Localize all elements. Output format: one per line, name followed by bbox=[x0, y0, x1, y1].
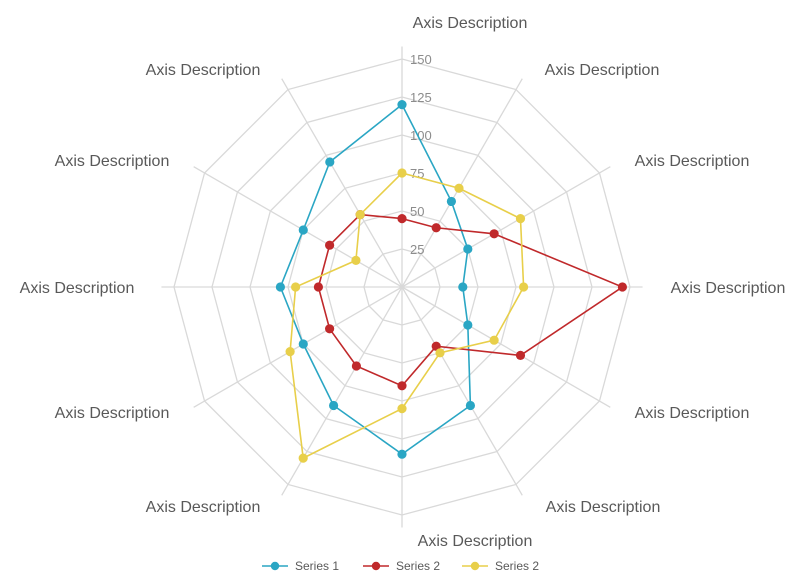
axis-spoke bbox=[401, 286, 523, 496]
data-point bbox=[298, 225, 308, 235]
axis-spoke bbox=[401, 78, 523, 288]
tick-label: 50 bbox=[410, 204, 424, 219]
legend-swatch-marker bbox=[470, 561, 480, 571]
data-point bbox=[458, 282, 468, 292]
legend-item: Series 1 bbox=[262, 559, 339, 573]
data-point bbox=[519, 282, 529, 292]
data-point bbox=[465, 400, 475, 411]
series-3 bbox=[285, 168, 529, 463]
axis-label: Axis Description bbox=[635, 405, 750, 422]
legend-swatch-marker bbox=[371, 561, 381, 571]
data-point bbox=[355, 210, 365, 220]
data-point bbox=[325, 324, 335, 334]
legend-label: Series 1 bbox=[295, 559, 339, 573]
axis-label: Axis Description bbox=[55, 405, 170, 422]
legend-label: Series 2 bbox=[495, 559, 539, 573]
data-point bbox=[397, 449, 407, 459]
data-point bbox=[431, 223, 441, 233]
data-point bbox=[489, 335, 499, 345]
axis-spoke bbox=[401, 166, 611, 288]
data-point bbox=[454, 183, 464, 193]
axis-label: Axis Description bbox=[20, 280, 135, 297]
tick-label: 125 bbox=[410, 90, 432, 105]
data-point bbox=[351, 361, 361, 371]
axis-label: Axis Description bbox=[546, 499, 661, 516]
axis-spoke bbox=[401, 286, 611, 408]
data-point bbox=[435, 348, 445, 358]
axis-label: Axis Description bbox=[413, 15, 528, 32]
data-point bbox=[515, 214, 526, 224]
data-point bbox=[397, 100, 407, 110]
data-point bbox=[298, 453, 308, 463]
data-point bbox=[463, 244, 473, 254]
data-point bbox=[313, 282, 323, 292]
series-1 bbox=[275, 100, 475, 459]
series-line bbox=[317, 213, 625, 387]
axis-label: Axis Description bbox=[146, 499, 261, 516]
axis-labels: Axis Description Axis Description Axis Des… bbox=[20, 15, 786, 550]
data-point bbox=[397, 404, 407, 414]
tick-label: 25 bbox=[410, 242, 424, 257]
series-2 bbox=[313, 210, 628, 391]
data-point bbox=[275, 282, 285, 292]
data-point bbox=[446, 196, 456, 207]
legend: Series 1 Series 2 Series 2 bbox=[262, 559, 539, 573]
legend-swatch-marker bbox=[270, 561, 280, 571]
tick-label: 150 bbox=[410, 52, 432, 67]
data-point bbox=[325, 240, 335, 250]
axis-label: Axis Description bbox=[671, 280, 786, 297]
data-point bbox=[397, 381, 407, 391]
data-point bbox=[489, 229, 499, 239]
legend-label: Series 2 bbox=[396, 559, 440, 573]
data-point bbox=[351, 255, 361, 265]
axis-spoke bbox=[193, 166, 403, 288]
data-point bbox=[397, 214, 407, 224]
data-point bbox=[397, 168, 407, 178]
series-line bbox=[289, 172, 525, 460]
axis-spoke bbox=[281, 78, 403, 288]
axis-label: Axis Description bbox=[418, 533, 533, 550]
legend-item: Series 2 bbox=[363, 559, 440, 573]
series-layer bbox=[275, 100, 628, 463]
axis-label: Axis Description bbox=[635, 153, 750, 170]
data-point bbox=[285, 347, 295, 357]
data-point bbox=[298, 339, 308, 349]
data-point bbox=[329, 400, 339, 411]
axis-label: Axis Description bbox=[545, 62, 660, 79]
data-point bbox=[325, 157, 335, 167]
data-point bbox=[463, 320, 473, 330]
data-point bbox=[291, 282, 301, 292]
axis-label: Axis Description bbox=[146, 62, 261, 79]
axis-spoke bbox=[193, 286, 403, 408]
data-point bbox=[515, 350, 526, 360]
data-point bbox=[617, 282, 628, 292]
axis-spoke bbox=[281, 286, 403, 496]
legend-item: Series 2 bbox=[462, 559, 539, 573]
axis-label: Axis Description bbox=[55, 153, 170, 170]
